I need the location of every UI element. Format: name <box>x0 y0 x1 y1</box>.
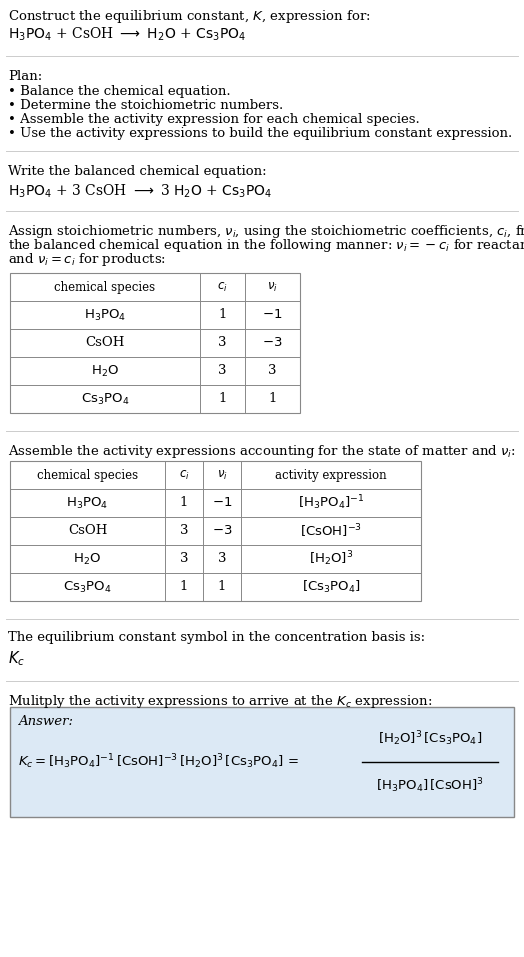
Text: 3: 3 <box>268 365 277 377</box>
Bar <box>10 461 421 601</box>
Text: $\mathrm{H_3PO_4}$: $\mathrm{H_3PO_4}$ <box>67 496 108 510</box>
Text: $\mathrm{Cs_3PO_4}$: $\mathrm{Cs_3PO_4}$ <box>63 579 112 594</box>
Text: 1: 1 <box>219 392 227 406</box>
Text: • Determine the stoichiometric numbers.: • Determine the stoichiometric numbers. <box>8 99 283 112</box>
Bar <box>10 273 300 413</box>
Text: 3: 3 <box>218 552 226 566</box>
Text: 1: 1 <box>180 497 188 509</box>
Text: chemical species: chemical species <box>37 469 138 481</box>
Text: $-1$: $-1$ <box>212 497 232 509</box>
Text: 1: 1 <box>268 392 277 406</box>
Text: $\mathrm{H_2O}$: $\mathrm{H_2O}$ <box>91 364 119 379</box>
Text: Assemble the activity expressions accounting for the state of matter and $\nu_i$: Assemble the activity expressions accoun… <box>8 443 516 460</box>
Text: $K_c$: $K_c$ <box>8 649 25 668</box>
Text: 1: 1 <box>218 581 226 593</box>
Text: $\mathrm{H_3PO_4}$: $\mathrm{H_3PO_4}$ <box>84 307 126 323</box>
Text: the balanced chemical equation in the following manner: $\nu_i = -c_i$ for react: the balanced chemical equation in the fo… <box>8 237 524 254</box>
Text: $[\mathrm{Cs_3PO_4}]$: $[\mathrm{Cs_3PO_4}]$ <box>302 579 361 595</box>
Text: • Assemble the activity expression for each chemical species.: • Assemble the activity expression for e… <box>8 113 420 126</box>
Text: • Use the activity expressions to build the equilibrium constant expression.: • Use the activity expressions to build … <box>8 127 512 140</box>
Text: $-3$: $-3$ <box>262 337 283 349</box>
Text: $\mathrm{H_3PO_4}$ + CsOH $\longrightarrow$ $\mathrm{H_2O}$ + $\mathrm{Cs_3PO_4}: $\mathrm{H_3PO_4}$ + CsOH $\longrightarr… <box>8 26 246 43</box>
Text: CsOH: CsOH <box>68 524 107 538</box>
Text: activity expression: activity expression <box>275 469 387 481</box>
Text: 3: 3 <box>180 552 188 566</box>
Text: $c_i$: $c_i$ <box>179 468 189 481</box>
Text: Plan:: Plan: <box>8 70 42 83</box>
Text: CsOH: CsOH <box>85 337 125 349</box>
Text: chemical species: chemical species <box>54 280 156 294</box>
Text: $[\mathrm{H_2O}]^3$: $[\mathrm{H_2O}]^3$ <box>309 549 353 568</box>
Text: $c_i$: $c_i$ <box>217 280 228 294</box>
Text: Write the balanced chemical equation:: Write the balanced chemical equation: <box>8 165 267 178</box>
Text: Answer:: Answer: <box>18 715 73 728</box>
Text: Assign stoichiometric numbers, $\nu_i$, using the stoichiometric coefficients, $: Assign stoichiometric numbers, $\nu_i$, … <box>8 223 524 240</box>
Text: $[\mathrm{H_2O}]^3\,[\mathrm{Cs_3PO_4}]$: $[\mathrm{H_2O}]^3\,[\mathrm{Cs_3PO_4}]$ <box>378 729 482 748</box>
Text: $K_c = [\mathrm{H_3PO_4}]^{-1}\,[\mathrm{CsOH}]^{-3}\,[\mathrm{H_2O}]^3\,[\mathr: $K_c = [\mathrm{H_3PO_4}]^{-1}\,[\mathrm… <box>18 752 299 771</box>
Text: Mulitply the activity expressions to arrive at the $K_c$ expression:: Mulitply the activity expressions to arr… <box>8 693 432 710</box>
Text: 3: 3 <box>180 524 188 538</box>
Text: • Balance the chemical equation.: • Balance the chemical equation. <box>8 85 231 98</box>
FancyBboxPatch shape <box>10 707 514 817</box>
Text: 3: 3 <box>219 337 227 349</box>
Text: Construct the equilibrium constant, $K$, expression for:: Construct the equilibrium constant, $K$,… <box>8 8 370 25</box>
Text: $\mathrm{Cs_3PO_4}$: $\mathrm{Cs_3PO_4}$ <box>81 391 129 407</box>
Text: $-3$: $-3$ <box>212 524 232 538</box>
Text: 1: 1 <box>219 308 227 322</box>
Text: $[\mathrm{H_3PO_4}]^{-1}$: $[\mathrm{H_3PO_4}]^{-1}$ <box>298 494 364 512</box>
Text: $\nu_i$: $\nu_i$ <box>216 468 227 481</box>
Text: $-1$: $-1$ <box>263 308 282 322</box>
Text: $[\mathrm{H_3PO_4}]\,[\mathrm{CsOH}]^3$: $[\mathrm{H_3PO_4}]\,[\mathrm{CsOH}]^3$ <box>376 776 484 794</box>
Text: 3: 3 <box>219 365 227 377</box>
Text: $[\mathrm{CsOH}]^{-3}$: $[\mathrm{CsOH}]^{-3}$ <box>300 523 362 540</box>
Text: 1: 1 <box>180 581 188 593</box>
Text: and $\nu_i = c_i$ for products:: and $\nu_i = c_i$ for products: <box>8 251 166 268</box>
Text: The equilibrium constant symbol in the concentration basis is:: The equilibrium constant symbol in the c… <box>8 631 425 644</box>
Text: $\nu_i$: $\nu_i$ <box>267 280 278 294</box>
Text: $\mathrm{H_3PO_4}$ + 3 CsOH $\longrightarrow$ 3 $\mathrm{H_2O}$ + $\mathrm{Cs_3P: $\mathrm{H_3PO_4}$ + 3 CsOH $\longrighta… <box>8 183 272 200</box>
Text: $\mathrm{H_2O}$: $\mathrm{H_2O}$ <box>73 551 102 567</box>
